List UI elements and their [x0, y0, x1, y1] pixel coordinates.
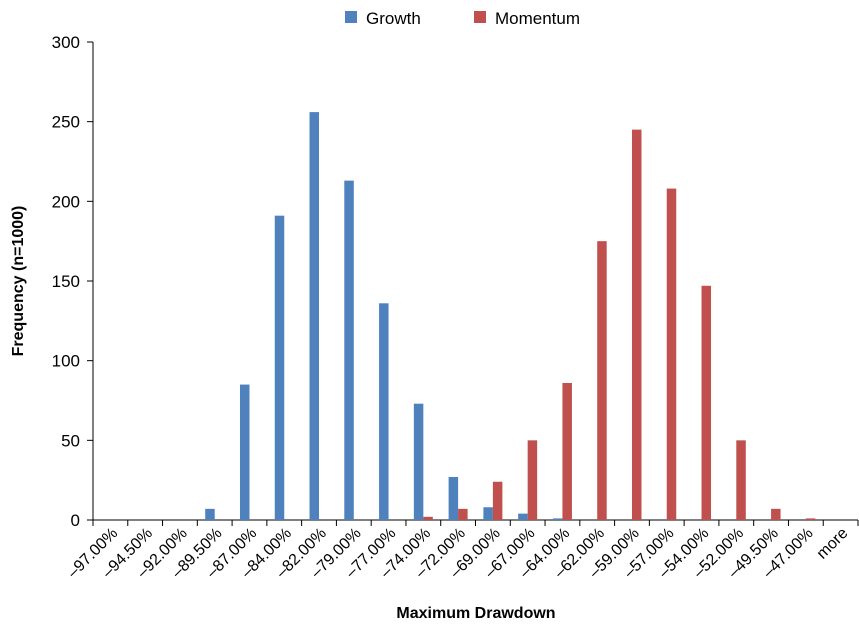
x-tick-label: more	[814, 525, 852, 563]
bar-momentum	[492, 481, 503, 520]
bar-momentum	[666, 188, 677, 520]
bar-growth	[413, 403, 424, 520]
legend-label-momentum: Momentum	[495, 9, 580, 28]
bar-growth	[448, 476, 459, 520]
bar-growth	[483, 507, 493, 520]
y-tick-label: 200	[52, 192, 80, 211]
y-axis: 0 50 100 150 200 250 300	[52, 33, 94, 530]
bar-momentum	[701, 285, 712, 520]
bar-momentum	[805, 518, 816, 520]
bar-momentum	[527, 440, 538, 520]
bar-momentum	[597, 241, 607, 520]
bar-growth	[379, 303, 389, 520]
bar-growth	[309, 112, 320, 521]
bar-momentum	[736, 440, 746, 520]
bar-momentum	[458, 508, 468, 520]
x-axis-title: Maximum Drawdown	[396, 605, 555, 622]
y-tick-label: 250	[52, 113, 80, 132]
y-tick-label: 100	[52, 352, 80, 371]
y-tick-label: 0	[71, 511, 80, 530]
legend-label-growth: Growth	[366, 9, 421, 28]
legend-swatch-growth	[345, 11, 357, 23]
bar-momentum	[771, 508, 781, 520]
bar-momentum	[562, 382, 572, 520]
legend-swatch-momentum	[474, 11, 486, 23]
y-axis-title: Frequency (n=1000)	[10, 206, 27, 357]
y-tick-label: 150	[52, 272, 80, 291]
bars	[205, 112, 816, 521]
bar-momentum	[423, 516, 433, 520]
legend: Growth Momentum	[345, 9, 580, 28]
bar-growth	[239, 384, 250, 520]
bar-growth	[344, 180, 354, 520]
bar-growth	[274, 215, 285, 520]
bar-growth	[205, 508, 215, 520]
bar-momentum	[631, 129, 642, 520]
y-tick-label: 50	[61, 431, 80, 450]
x-axis: –97.00%–94.50%–92.00%–89.50%–87.00%–84.0…	[65, 519, 859, 581]
bar-growth	[518, 513, 528, 520]
y-tick-label: 300	[52, 33, 80, 52]
bar-growth	[552, 518, 563, 520]
